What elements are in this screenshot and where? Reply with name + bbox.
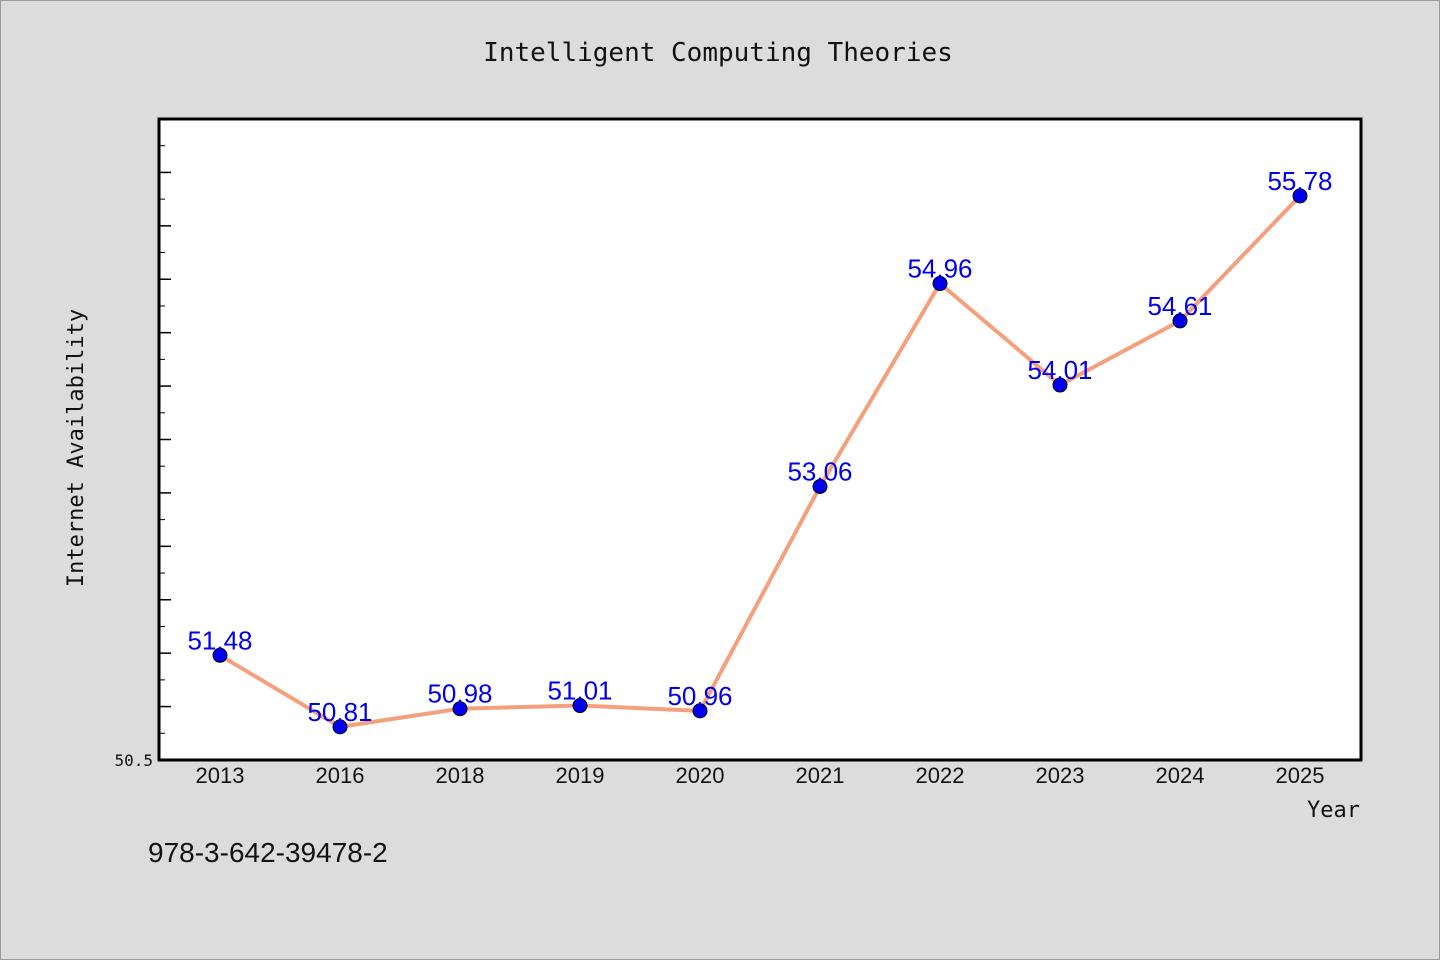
x-tick-label: 2024	[1156, 763, 1205, 788]
data-label: 50.96	[667, 681, 732, 711]
y-tick-label: 50.5	[114, 751, 153, 770]
data-point	[812, 479, 828, 495]
data-label: 51.01	[547, 676, 612, 706]
data-label: 51.48	[187, 625, 252, 655]
x-tick-label: 2018	[436, 763, 485, 788]
x-tick-label: 2023	[1036, 763, 1085, 788]
x-tick-label: 2019	[556, 763, 605, 788]
data-label: 54.61	[1147, 291, 1212, 321]
series-markers	[212, 188, 1308, 735]
data-point	[1052, 377, 1068, 393]
data-labels: 51.48 50.81 50.98 51.01 50.96 53.06 54.96 54.01…	[187, 166, 1332, 727]
data-label: 50.81	[307, 697, 372, 727]
isbn-text: 978-3-642-39478-2	[148, 837, 388, 868]
y-axis-label: Internet Availability	[64, 309, 89, 587]
data-point	[1292, 188, 1308, 204]
x-tick-label: 2016	[316, 763, 365, 788]
data-point	[212, 647, 228, 663]
data-label: 55.78	[1267, 166, 1332, 196]
x-tick-label: 2020	[676, 763, 725, 788]
data-point	[452, 701, 468, 717]
data-point	[572, 698, 588, 714]
data-point	[692, 703, 708, 719]
data-label: 53.06	[787, 457, 852, 487]
plot-area	[157, 117, 1363, 762]
x-axis-tick-labels: 2013 2016 2018 2019 2020 2021 2022 2023 2024 2025	[196, 763, 1325, 788]
x-axis-label: Year	[1307, 798, 1360, 823]
chart-title: Intelligent Computing Theories	[483, 38, 953, 68]
data-label: 50.98	[427, 679, 492, 709]
data-label: 54.01	[1027, 355, 1092, 385]
data-label: 54.96	[907, 254, 972, 284]
data-point	[932, 276, 948, 292]
x-tick-label: 2013	[196, 763, 245, 788]
y-axis-ticks	[159, 118, 171, 761]
x-tick-label: 2022	[916, 763, 965, 788]
series-line	[218, 193, 1302, 729]
x-tick-label: 2021	[796, 763, 845, 788]
data-point	[1172, 313, 1188, 329]
data-point	[332, 719, 348, 735]
x-tick-label: 2025	[1276, 763, 1325, 788]
